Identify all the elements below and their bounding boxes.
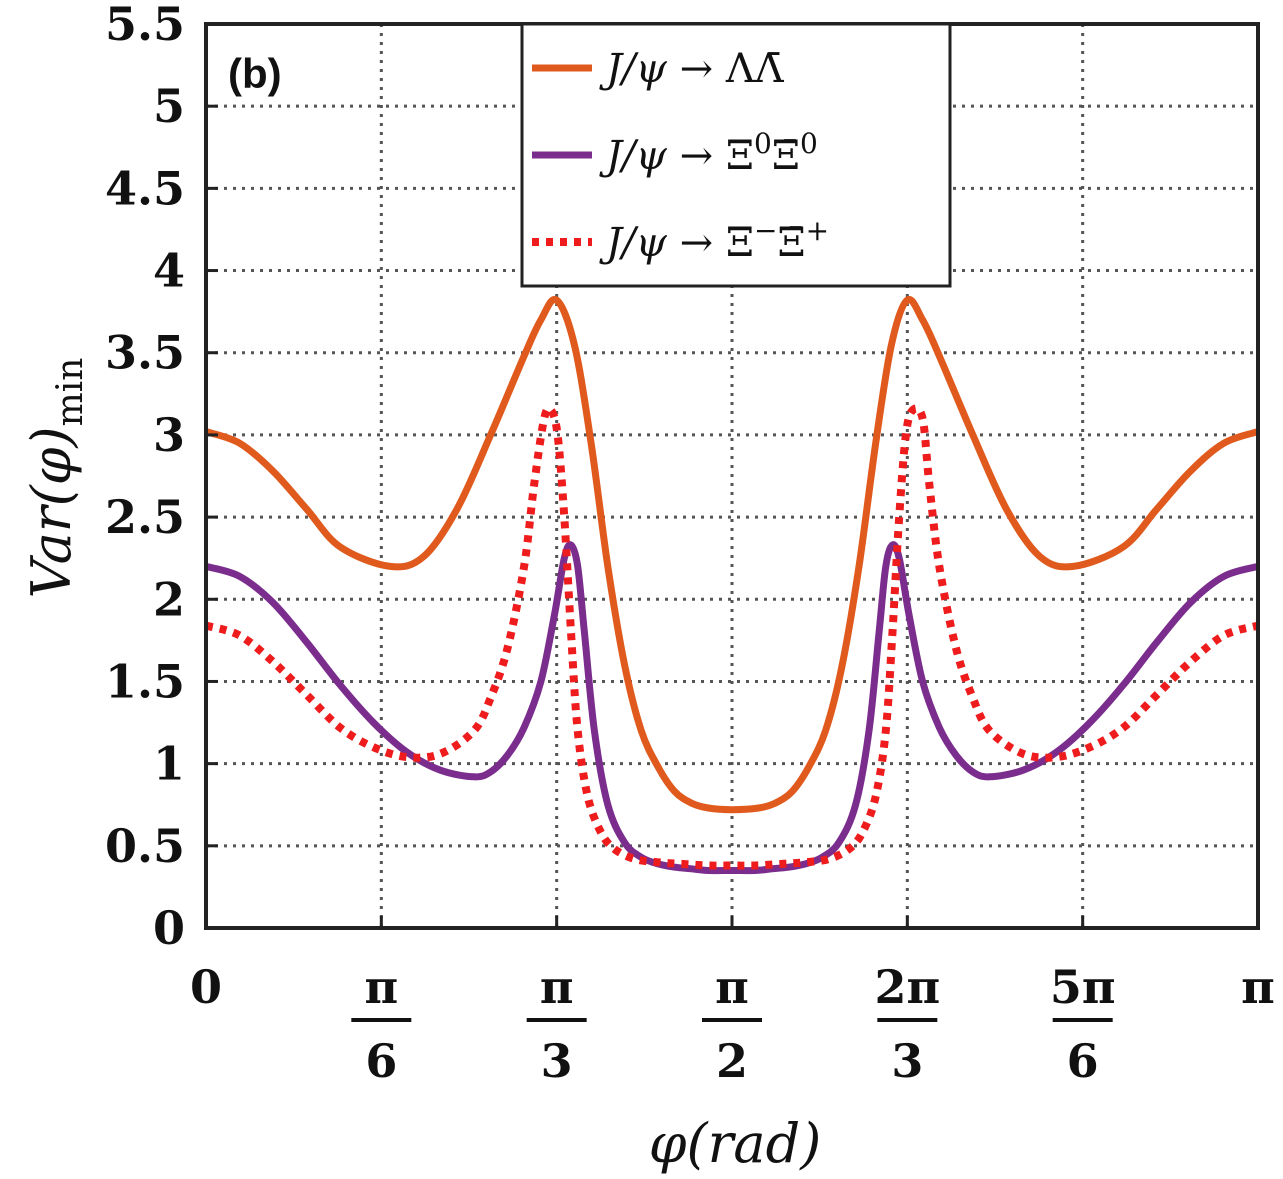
legend-label: J/ψ → Ξ−Ξ̄+	[599, 214, 829, 266]
series-xi0-line	[205, 541, 1259, 875]
legend-entry-lambda: J/ψ → ΛΛ̄	[532, 46, 785, 92]
legend-label-sup: −	[754, 214, 777, 247]
legend-entry-xi0: J/ψ → Ξ0Ξ̄0	[532, 127, 818, 179]
y-tick-label: 0.5	[105, 819, 185, 873]
legend-label: J/ψ → Ξ0Ξ̄0	[599, 127, 818, 179]
legend-entries: J/ψ → ΛΛ̄J/ψ → Ξ0Ξ̄0J/ψ → Ξ−Ξ̄+	[532, 46, 829, 266]
y-tick-label: 5.5	[105, 0, 185, 51]
x-tick-denominator: 3	[891, 1034, 923, 1088]
y-axis-label-subscript: min	[50, 358, 91, 427]
x-tick-numerator: π	[540, 960, 574, 1014]
y-tick-label: 2.5	[105, 490, 185, 544]
panel-label: (b)	[228, 50, 282, 97]
legend-label-body: Ξ	[726, 220, 754, 266]
x-axis-label: φ(rad)	[649, 1112, 822, 1175]
y-tick-label: 2	[153, 572, 185, 626]
legend-label-body: Ξ	[726, 133, 754, 179]
x-tick-numerator: π	[1241, 960, 1275, 1014]
y-tick-label: 3	[153, 408, 185, 462]
x-tick-numerator: π	[715, 960, 749, 1014]
x-tick-labels: 0 π 6 π 3 π 2 2π 3 5π 6 π	[190, 916, 1275, 1088]
y-tick-labels: 0 0.5 1 1.5 2 2.5 3 3.5 4 4.5 5 5.5	[105, 0, 218, 955]
grid-lines	[206, 24, 1258, 928]
x-tick-denominator: 6	[365, 1034, 397, 1088]
y-tick-label: 5	[153, 79, 185, 133]
legend-label-prefix: J/ψ →	[599, 46, 726, 92]
x-tick-denominator: 3	[541, 1034, 573, 1088]
y-tick-label: 1	[153, 737, 185, 791]
legend-label-prefix: J/ψ →	[599, 220, 726, 266]
legend-label-sup: 0	[754, 127, 772, 160]
legend-label-body2: Ξ̄	[772, 133, 800, 179]
y-tick-label: 0	[153, 901, 185, 955]
legend-label-body2: Ξ̄	[777, 220, 805, 266]
y-axis-label: Var(φ)min	[20, 358, 91, 599]
legend-label-sup2: 0	[800, 127, 818, 160]
legend-entry-ximinus: J/ψ → Ξ−Ξ̄+	[532, 214, 829, 266]
y-tick-label: 4.5	[105, 161, 185, 215]
x-tick-numerator: 5π	[1050, 960, 1116, 1014]
legend-label: J/ψ → ΛΛ̄	[599, 46, 785, 92]
x-tick-numerator: 2π	[874, 960, 940, 1014]
legend-label-body: ΛΛ̄	[725, 46, 785, 92]
y-tick-label: 3.5	[105, 326, 185, 380]
x-tick-denominator: 6	[1067, 1034, 1099, 1088]
legend-label-prefix: J/ψ →	[599, 133, 726, 179]
y-tick-label: 4	[153, 244, 185, 298]
y-tick-label: 1.5	[105, 654, 185, 708]
y-axis-label-main: Var(φ)	[20, 426, 83, 598]
x-tick-numerator: 0	[190, 960, 222, 1014]
legend-label-sup2: +	[806, 214, 829, 247]
x-tick-numerator: π	[364, 960, 398, 1014]
series-lambda-line	[204, 295, 1260, 814]
x-tick-denominator: 2	[716, 1034, 748, 1088]
legend: J/ψ → ΛΛ̄J/ψ → Ξ0Ξ̄0J/ψ → Ξ−Ξ̄+	[520, 22, 952, 288]
legend-box	[520, 22, 952, 288]
series-layer	[204, 295, 1260, 875]
